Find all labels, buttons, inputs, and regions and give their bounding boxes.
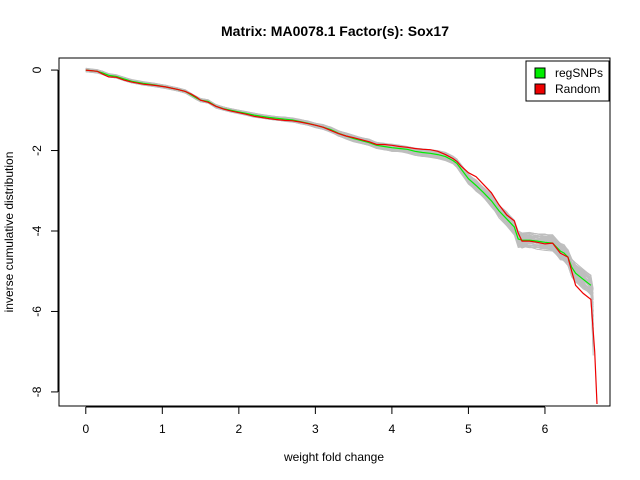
plot-frame (58, 57, 611, 407)
legend-label-regsnps: regSNPs (555, 66, 603, 80)
x-tick-label: 6 (542, 422, 549, 436)
y-tick-label: -4 (30, 225, 44, 236)
x-tick-label: 2 (235, 422, 242, 436)
x-tick-label: 4 (389, 422, 396, 436)
y-axis: 0 -2 -4 -6 -8 (30, 66, 59, 397)
x-tick-label: 0 (82, 422, 89, 436)
x-tick-label: 1 (159, 422, 166, 436)
x-tick-label: 5 (465, 422, 472, 436)
x-axis: 0 1 2 3 4 5 6 (82, 406, 549, 436)
y-tick-label: -6 (30, 306, 44, 317)
y-tick-label: -8 (30, 386, 44, 397)
x-tick-label: 3 (312, 422, 319, 436)
y-axis-label: inverse cumulative distribution (2, 152, 16, 313)
y-tick-label: 0 (30, 66, 44, 73)
legend: regSNPs Random (525, 60, 610, 102)
chart-title: Matrix: MA0078.1 Factor(s): Sox17 (221, 23, 449, 39)
series-line-random (85, 69, 598, 405)
legend-label-random: Random (555, 82, 600, 96)
series-lines (85, 69, 598, 405)
legend-swatch-regsnps (534, 67, 546, 79)
y-tick-label: -2 (30, 145, 44, 156)
legend-swatch-random (534, 83, 546, 95)
x-axis-label: weight fold change (283, 450, 384, 464)
random-sample-line (85, 71, 594, 330)
